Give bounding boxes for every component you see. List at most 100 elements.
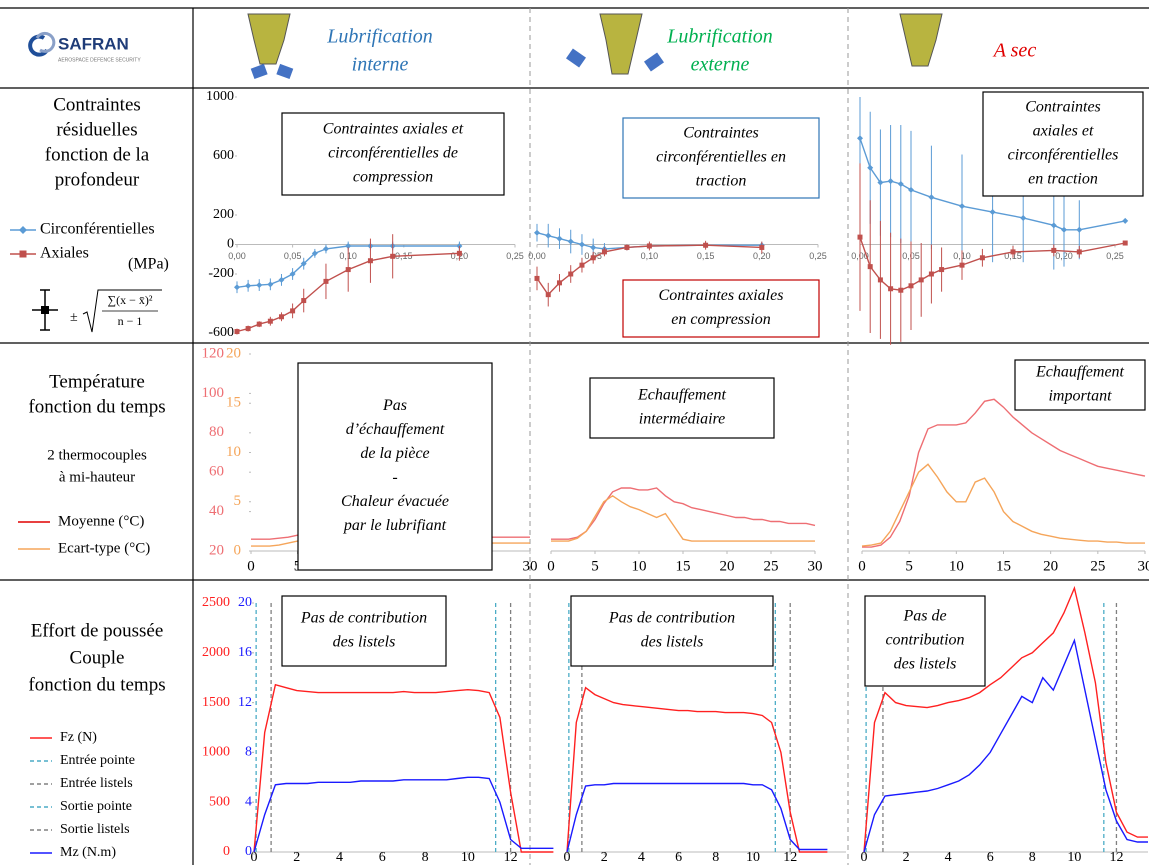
x-tick-label: 8 (712, 850, 719, 865)
point (1050, 222, 1057, 229)
series-line (566, 686, 828, 853)
series-line (253, 683, 554, 853)
annotation-text: de la pièce (360, 445, 429, 462)
lubricant (644, 52, 664, 72)
annotation-text: Echauffement (1035, 364, 1125, 381)
point (578, 241, 585, 248)
annotation-box (570, 595, 774, 667)
point (301, 298, 307, 304)
y-tick-label: 0 (227, 237, 234, 252)
annotation-text: circonférentielles en (656, 149, 786, 166)
point (1076, 226, 1083, 233)
point (759, 244, 765, 250)
y2-tick-label: 16 (238, 645, 252, 660)
point (256, 321, 262, 327)
legend-label: Sortie pointe (60, 799, 132, 814)
point (311, 250, 318, 257)
drill (247, 13, 291, 65)
legend-label: Circonférentielles (40, 221, 155, 238)
series-line (566, 782, 828, 853)
series-line (863, 585, 1148, 853)
y2-tick-label: 0 (245, 844, 252, 859)
x-tick-label: 6 (379, 850, 386, 865)
y-tick-label: 100 (202, 385, 225, 401)
row-label: fonction du temps (28, 674, 165, 695)
column-title: Lubrification (326, 26, 433, 48)
x-tick-label: 0,25 (1106, 251, 1124, 261)
drill (599, 13, 643, 75)
y2-tick-label: 0 (234, 542, 242, 558)
y-tick-label: 120 (202, 345, 225, 361)
annotation-box (622, 117, 820, 199)
annotation-box (622, 279, 820, 338)
drill-icons (247, 13, 943, 80)
x-tick-label: 0,25 (809, 251, 827, 261)
x-tick-label: 10 (632, 558, 647, 574)
x-tick-label: 12 (504, 850, 518, 865)
annotation-box (864, 595, 986, 687)
point (556, 280, 562, 286)
x-tick-label: 15 (996, 558, 1011, 574)
x-tick-label: 5 (591, 558, 599, 574)
y-tick-label: 500 (209, 794, 230, 809)
error-glyph (41, 306, 49, 314)
series-line (551, 487, 816, 540)
point (545, 292, 551, 298)
point (267, 281, 274, 288)
legend-label: Moyenne (°C) (58, 513, 144, 529)
annotation-box (297, 362, 493, 571)
x-tick-label: 0 (564, 850, 571, 865)
point (534, 229, 540, 236)
point (1061, 226, 1067, 233)
point (245, 326, 251, 332)
formula-sign: ± (70, 310, 78, 325)
point (989, 209, 996, 216)
legend-label: Sortie listels (60, 822, 130, 837)
point (959, 262, 965, 268)
column-title: interne (352, 54, 409, 76)
point (568, 271, 574, 277)
point (267, 318, 273, 324)
y2-tick-label: 10 (226, 444, 241, 460)
x-tick-label: 0,25 (506, 251, 524, 261)
x-tick-label: 8 (422, 850, 429, 865)
point (877, 277, 883, 283)
x-tick-label: 0,00 (228, 251, 246, 261)
point (1051, 247, 1057, 253)
row-label: Contraintes (53, 94, 141, 115)
point (908, 283, 914, 289)
y2-tick-label: 20 (238, 595, 252, 610)
x-tick-label: 6 (987, 850, 994, 865)
point (556, 235, 563, 242)
annotation-text: Contraintes axiales et (323, 121, 464, 138)
x-tick-label: 0,10 (641, 251, 659, 261)
x-tick-label: 20 (720, 558, 735, 574)
x-tick-label: 0,15 (697, 251, 715, 261)
legend-label: Fz (N) (60, 730, 97, 745)
lubricant (250, 63, 268, 80)
point (1020, 214, 1027, 221)
formula-numerator: ∑(x − x̄)² (108, 293, 153, 307)
point (234, 284, 240, 291)
x-tick-label: 10 (461, 850, 475, 865)
annotation-text: par le lubrifiant (343, 517, 447, 534)
point (908, 186, 914, 193)
x-tick-label: 25 (764, 558, 779, 574)
point (322, 245, 329, 252)
point (390, 253, 396, 259)
x-tick-label: 20 (1043, 558, 1058, 574)
y-tick-label: 1500 (202, 695, 230, 710)
row-label: Effort de poussée (31, 620, 164, 641)
y-tick-label: 1000 (202, 745, 230, 760)
annotation-box (1014, 359, 1146, 411)
point (590, 244, 597, 251)
point (1076, 249, 1082, 255)
point (877, 179, 884, 186)
annotation-text: axiales et (1033, 123, 1094, 140)
row-label: Température (49, 371, 145, 392)
point (624, 244, 630, 250)
annotation-box (281, 112, 505, 196)
point (887, 178, 894, 185)
